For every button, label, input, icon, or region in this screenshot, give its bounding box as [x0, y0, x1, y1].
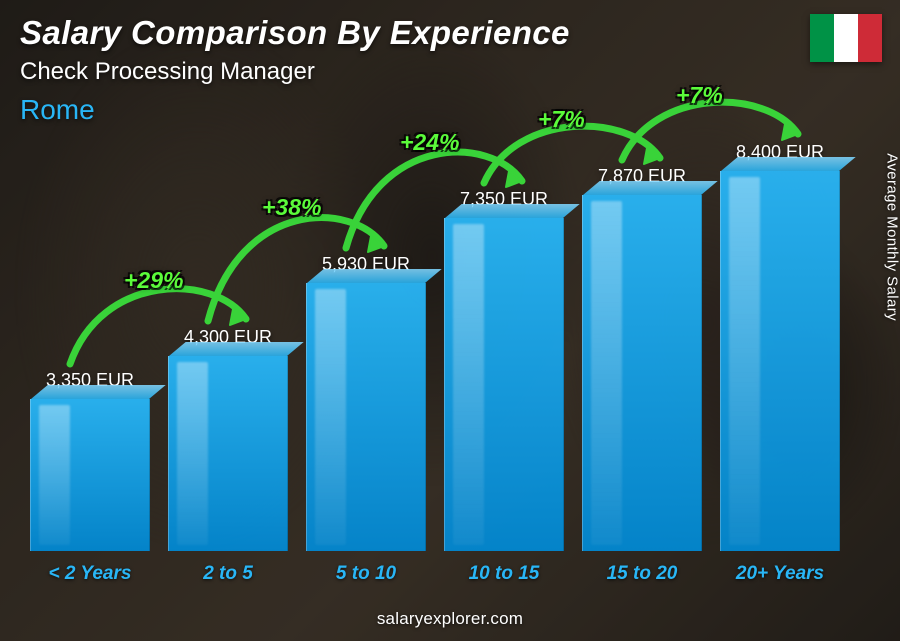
increment-percent-label: +24%	[400, 129, 459, 156]
flag-stripe-white	[834, 14, 858, 62]
bar-category-label: 5 to 10	[336, 563, 396, 585]
bar	[582, 195, 702, 551]
chart-header: Salary Comparison By Experience Check Pr…	[20, 14, 880, 126]
bar	[168, 356, 288, 551]
bar-column: 4,300 EUR2 to 5	[168, 327, 288, 585]
bar-column: 8,400 EUR20+ Years	[720, 142, 840, 585]
increment-percent-label: +38%	[262, 194, 321, 221]
flag-stripe-green	[810, 14, 834, 62]
bar-column: 7,870 EUR15 to 20	[582, 166, 702, 585]
footer-source: salaryexplorer.com	[0, 609, 900, 629]
bar-column: 7,350 EUR10 to 15	[444, 189, 564, 585]
bar-category-label: 10 to 15	[469, 563, 540, 585]
chart-canvas: Salary Comparison By Experience Check Pr…	[0, 0, 900, 641]
bar-category-label: 15 to 20	[607, 563, 678, 585]
bar-category-label: 2 to 5	[203, 563, 253, 585]
bar	[720, 171, 840, 551]
bars-container: 3,350 EUR< 2 Years4,300 EUR2 to 55,930 E…	[30, 115, 840, 585]
chart-subtitle: Check Processing Manager	[20, 58, 880, 86]
bar	[306, 283, 426, 551]
bar-column: 3,350 EUR< 2 Years	[30, 370, 150, 585]
chart-location: Rome	[20, 94, 880, 126]
italy-flag-icon	[810, 14, 882, 62]
bar-column: 5,930 EUR5 to 10	[306, 254, 426, 585]
y-axis-label: Average Monthly Salary	[884, 153, 900, 321]
bar	[444, 218, 564, 551]
flag-stripe-red	[858, 14, 882, 62]
bar-category-label: < 2 Years	[49, 563, 132, 585]
increment-percent-label: +29%	[124, 267, 183, 294]
chart-title: Salary Comparison By Experience	[20, 14, 880, 52]
bar-category-label: 20+ Years	[736, 563, 824, 585]
bar	[30, 399, 150, 551]
